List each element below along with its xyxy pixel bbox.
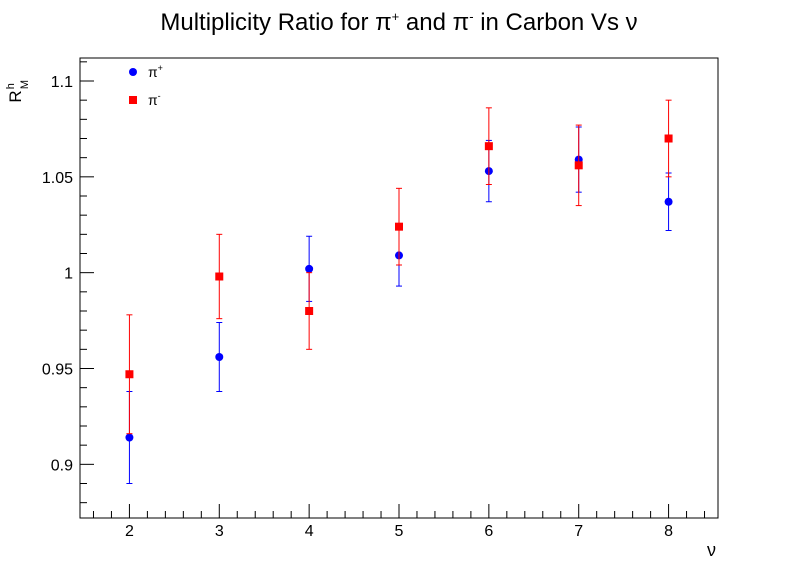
x-tick-label: 2	[125, 523, 134, 540]
title-sup-plus: +	[392, 9, 400, 24]
data-point	[664, 197, 673, 206]
data-point	[125, 433, 134, 442]
x-tick-labels: 2 3 4 5 6 7 8	[125, 523, 673, 540]
title-middle: and π	[399, 9, 469, 36]
title-sup-minus: -	[469, 9, 473, 24]
plot-frame	[79, 57, 719, 519]
y-axis-label: Rh M	[5, 80, 31, 103]
x-tick-label: 4	[305, 523, 314, 540]
legend-label-pi-plus: π+	[148, 63, 163, 80]
legend-marker-pi-minus	[129, 96, 137, 104]
data-point	[215, 272, 224, 281]
y-tick-label: 1.05	[42, 170, 73, 187]
data-point	[305, 264, 314, 273]
x-tick-label: 5	[395, 523, 404, 540]
x-tick-label: 6	[484, 523, 493, 540]
legend-marker-pi-plus	[129, 68, 137, 76]
title-prefix: Multiplicity Ratio for π	[160, 9, 391, 36]
x-tick-label: 8	[664, 523, 673, 540]
series-pi-minus	[125, 99, 673, 435]
data-point	[664, 134, 673, 143]
legend-label-pi-minus-sup: -	[158, 91, 161, 101]
y-tick-label: 1	[64, 266, 73, 283]
y-tick-label: 1.1	[51, 74, 73, 91]
x-tick-label: 3	[215, 523, 224, 540]
legend-label-pi-plus-base: π	[148, 64, 158, 80]
data-point	[574, 161, 583, 170]
x-tick-label: 7	[574, 523, 583, 540]
title-suffix: in Carbon Vs ν	[474, 9, 638, 36]
data-point	[305, 307, 314, 315]
chart-title: Multiplicity Ratio for π+ and π- in Carb…	[160, 9, 637, 36]
data-point	[215, 353, 224, 361]
x-axis-label: ν	[707, 540, 716, 560]
y-tick-label: 0.95	[42, 362, 73, 379]
axis-ticks	[80, 61, 706, 518]
y-axis-label-sup: h	[5, 83, 17, 89]
data-point	[395, 222, 403, 231]
data-point	[484, 142, 493, 151]
series-pi-plus	[125, 126, 673, 484]
legend-label-pi-minus-base: π	[148, 92, 158, 108]
legend-label-pi-minus: π-	[148, 91, 161, 108]
legend-label-pi-plus-sup: +	[158, 63, 163, 73]
y-tick-labels: 0.9 0.95 1 1.05 1.1	[42, 74, 73, 474]
y-axis-label-sub: M	[19, 80, 31, 89]
data-layer	[125, 99, 673, 484]
legend: π+ π-	[129, 63, 163, 108]
data-point	[125, 370, 134, 379]
y-tick-label: 0.9	[51, 457, 73, 474]
y-axis-label-base: R	[6, 90, 25, 102]
